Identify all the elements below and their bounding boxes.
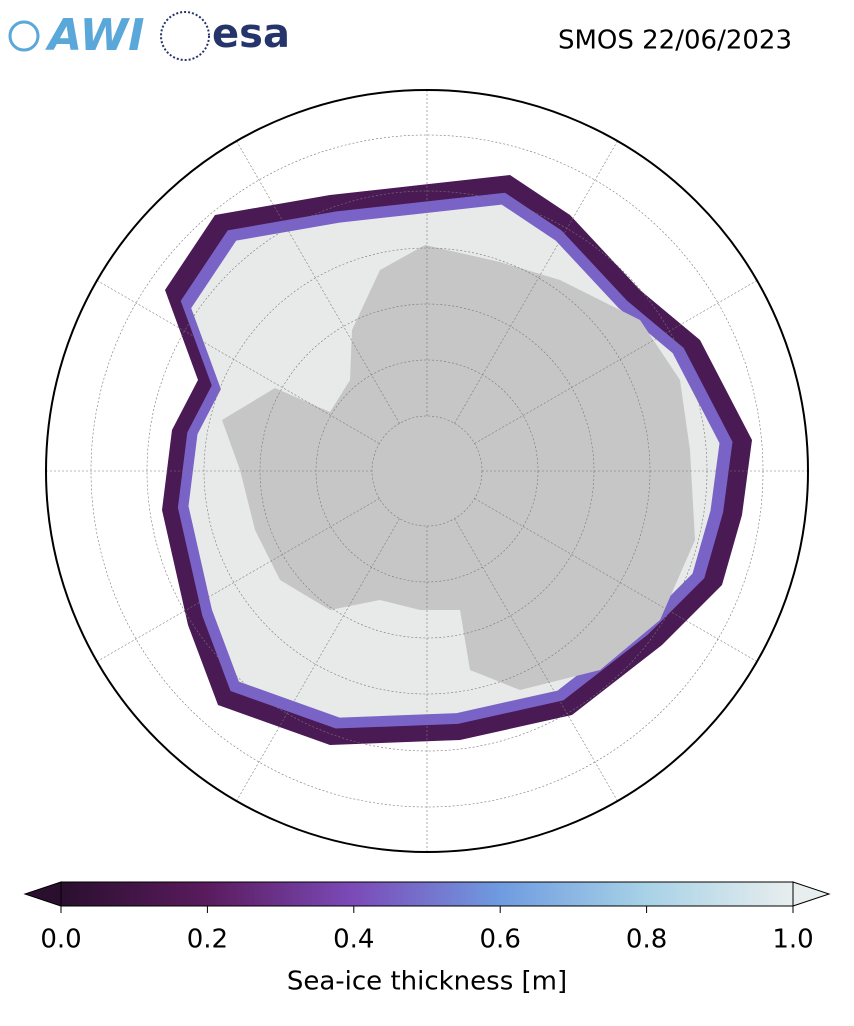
map-title: SMOS 22/06/2023 [558, 26, 792, 56]
map [46, 90, 808, 852]
graticule [46, 90, 808, 852]
colorbar-tick-label: 0.8 [626, 925, 667, 955]
colorbar-label: Sea-ice thickness [m] [287, 967, 567, 997]
colorbar-extend-low [23, 881, 62, 907]
colorbar-extend-high [792, 881, 831, 907]
colorbar: Sea-ice thickness [m] 0.0 0.2 0.4 0.6 0.8 1.0 [23, 881, 831, 997]
logo-text: esa [212, 11, 290, 57]
colorbar-gradient [60, 881, 794, 907]
colorbar-tick-label: 1.0 [772, 925, 813, 955]
logo-text: AWI [45, 10, 145, 61]
colorbar-tick-label: 0.2 [187, 925, 228, 955]
antarctica [222, 245, 695, 690]
awi-logo: AWI [8, 10, 145, 61]
map-border [45, 89, 809, 853]
esa-logo: esa [160, 11, 290, 61]
colorbar-tick-label: 0.0 [40, 925, 81, 955]
colorbar-tick-label: 0.4 [333, 925, 374, 955]
colorbar-tick-label: 0.6 [480, 925, 521, 955]
